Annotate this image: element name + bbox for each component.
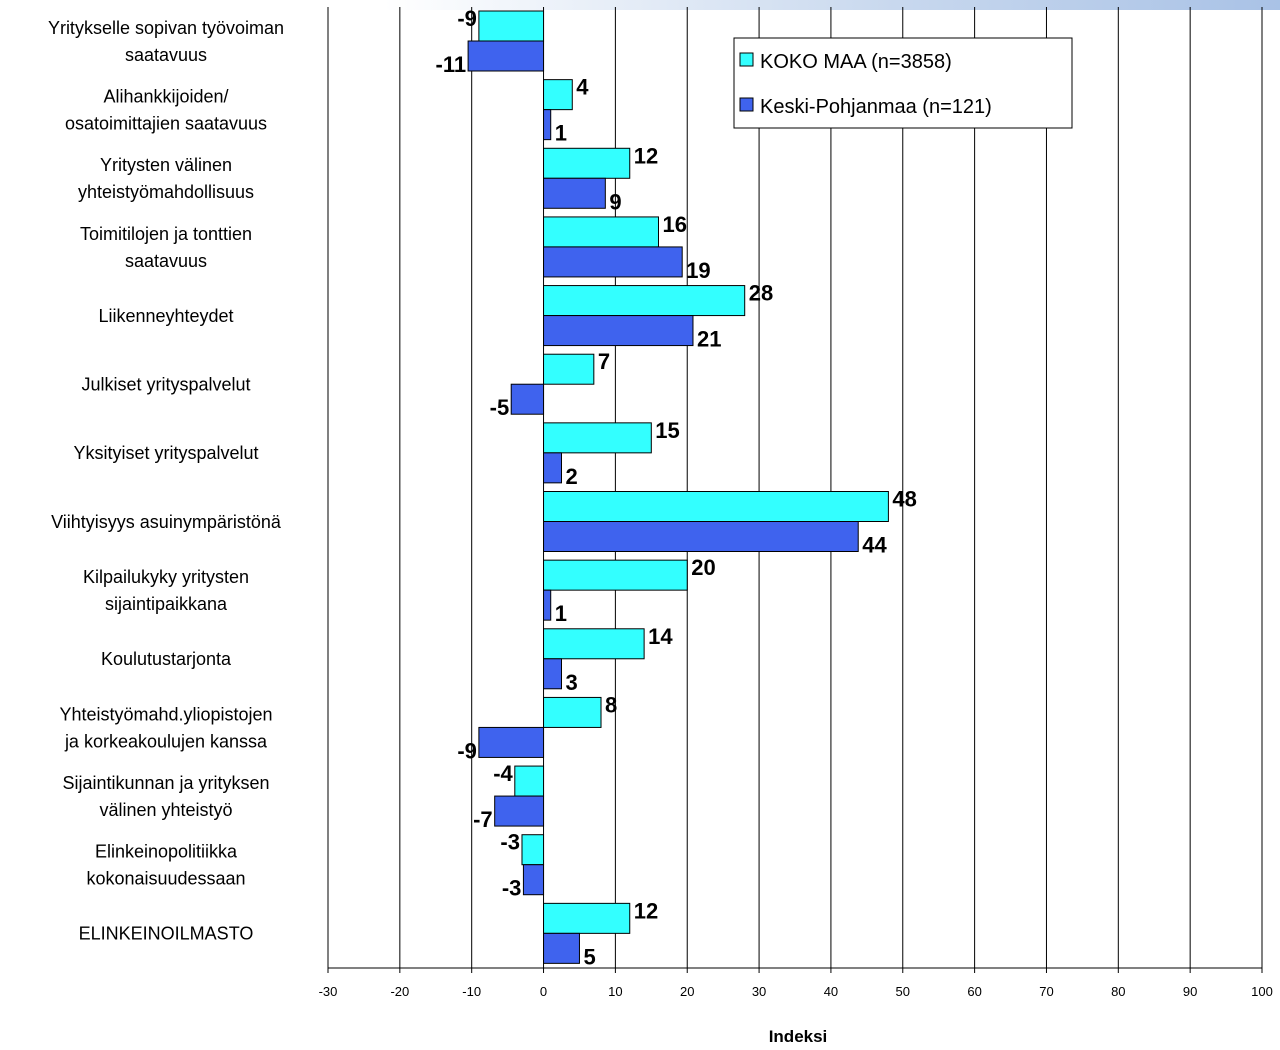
data-label-series0-2: 12 — [634, 143, 658, 168]
data-label-series0-8: 20 — [691, 555, 715, 580]
x-tick-label-20: 20 — [680, 984, 694, 999]
x-tick-label-60: 60 — [967, 984, 981, 999]
data-label-series1-12: -3 — [502, 876, 522, 901]
legend-label-koko-maa: KOKO MAA (n=3858) — [760, 51, 952, 73]
bar-series1-10 — [478, 726, 545, 758]
category-label-6: Yksityiset yrityspalvelut — [73, 443, 258, 463]
x-axis-ticks: -30 -20 -10 0 10 20 30 40 50 60 70 80 90 100 — [319, 968, 1273, 999]
bar-series0-11 — [514, 765, 545, 797]
data-label-series1-11: -7 — [473, 807, 493, 832]
category-label-7: Viihtyisyys asuinympäristönä — [51, 512, 282, 532]
data-label-series0-7: 48 — [892, 487, 916, 512]
x-tick-label-100: 100 — [1251, 984, 1273, 999]
data-label-series0-1: 4 — [576, 75, 589, 100]
x-tick-label-70: 70 — [1039, 984, 1053, 999]
x-axis-title: Indeksi — [769, 1027, 828, 1046]
category-label-11: Sijaintikunnan ja yrityksen välinen yhtei… — [62, 773, 269, 820]
bar-series1-0 — [467, 40, 545, 72]
bar-series0-3 — [543, 216, 659, 248]
bar-series1-6 — [543, 452, 562, 484]
x-tick-label-30: 30 — [752, 984, 766, 999]
data-label-series0-13: 12 — [634, 898, 658, 923]
data-label-series1-6: 2 — [566, 464, 578, 489]
category-label-8: Kilpailukyky yritysten sijaintipaikkana — [83, 567, 249, 614]
category-label-3: Toimitilojen ja tonttien saatavuus — [80, 224, 252, 271]
top-decoration-bar — [0, 0, 1280, 10]
category-label-1: Alihankkijoiden/osatoimittajien saatavuu… — [65, 86, 267, 133]
category-label-5: Julkiset yrityspalvelut — [81, 375, 250, 395]
data-label-series0-11: -4 — [493, 761, 513, 786]
bar-series1-11 — [494, 795, 545, 827]
bar-series1-2 — [543, 177, 606, 209]
data-label-series0-12: -3 — [500, 830, 520, 855]
bar-series0-8 — [543, 559, 688, 591]
bar-series1-8 — [543, 589, 552, 621]
data-label-series0-9: 14 — [648, 624, 673, 649]
x-tick-label-90: 90 — [1183, 984, 1197, 999]
data-label-series1-1: 1 — [555, 121, 567, 146]
legend: KOKO MAA (n=3858) Keski-Pohjanmaa (n=121… — [733, 37, 1073, 129]
bar-series0-6 — [543, 422, 652, 454]
bar-series1-9 — [543, 658, 562, 690]
category-labels: Yritykselle sopivan työvoiman saatavuus Al… — [48, 18, 284, 944]
bar-series0-9 — [543, 628, 645, 660]
data-label-series0-5: 7 — [598, 349, 610, 374]
bar-series0-2 — [543, 147, 631, 179]
category-label-10: Yhteistyömahd.yliopistojen ja korkeakoulu… — [59, 704, 272, 751]
category-label-12: Elinkeinopolitiikka kokonaisuudessaan — [86, 842, 245, 889]
bar-series1-12 — [522, 864, 545, 896]
x-tick-label-40: 40 — [824, 984, 838, 999]
x-tick-label-50: 50 — [896, 984, 910, 999]
x-tick-label--30: -30 — [319, 984, 338, 999]
data-label-series1-4: 21 — [697, 327, 721, 352]
data-label-series0-3: 16 — [662, 212, 686, 237]
bar-series1-13 — [543, 932, 580, 964]
category-label-2: Yritysten välinen yhteistyömahdollisuus — [78, 155, 254, 202]
bar-series1-4 — [543, 315, 694, 347]
bar-series0-5 — [543, 353, 595, 385]
data-label-series1-0: -11 — [436, 52, 467, 77]
bar-series0-13 — [543, 902, 631, 934]
legend-swatch-koko-maa — [739, 52, 754, 67]
category-label-0: Yritykselle sopivan työvoiman saatavuus — [48, 18, 284, 65]
data-label-series0-6: 15 — [655, 418, 679, 443]
x-tick-label--20: -20 — [390, 984, 409, 999]
x-tick-label-10: 10 — [608, 984, 622, 999]
data-label-series1-3: 19 — [686, 258, 710, 283]
bar-series1-5 — [510, 383, 545, 415]
category-label-4: Liikenneyhteydet — [98, 306, 233, 326]
legend-swatch-keski-pohjanmaa — [739, 97, 754, 112]
bar-series0-0 — [478, 10, 545, 42]
bar-series1-7 — [543, 521, 859, 552]
data-label-series0-0: -9 — [457, 6, 477, 31]
legend-label-keski-pohjanmaa: Keski-Pohjanmaa (n=121) — [760, 96, 992, 118]
data-label-series1-10: -9 — [457, 738, 477, 763]
data-label-series1-13: 5 — [583, 944, 595, 969]
data-label-series1-7: 44 — [862, 533, 887, 558]
data-label-series0-4: 28 — [749, 281, 773, 306]
data-labels: -941216287154820148-4-312-11191921-52441… — [436, 6, 917, 969]
data-label-series1-9: 3 — [566, 670, 578, 695]
bar-series1-3 — [543, 246, 683, 278]
bar-series0-12 — [521, 834, 545, 866]
bar-series0-4 — [543, 285, 746, 317]
bar-series0-1 — [543, 79, 573, 111]
data-label-series1-8: 1 — [555, 601, 567, 626]
bar-series0-10 — [543, 696, 602, 728]
bar-series1-1 — [543, 109, 552, 141]
category-label-9: Koulutustarjonta — [101, 649, 232, 669]
x-tick-label--10: -10 — [462, 984, 481, 999]
bar-series0-7 — [543, 491, 889, 522]
data-label-series1-5: -5 — [490, 395, 510, 420]
x-tick-label-80: 80 — [1111, 984, 1125, 999]
category-label-13: ELINKEINOILMASTO — [79, 924, 254, 944]
gridlines — [327, 7, 1263, 969]
bars — [467, 10, 889, 964]
legend-box — [733, 37, 1073, 129]
data-label-series1-2: 9 — [609, 189, 621, 214]
x-tick-label-0: 0 — [540, 984, 547, 999]
data-label-series0-10: 8 — [605, 692, 617, 717]
